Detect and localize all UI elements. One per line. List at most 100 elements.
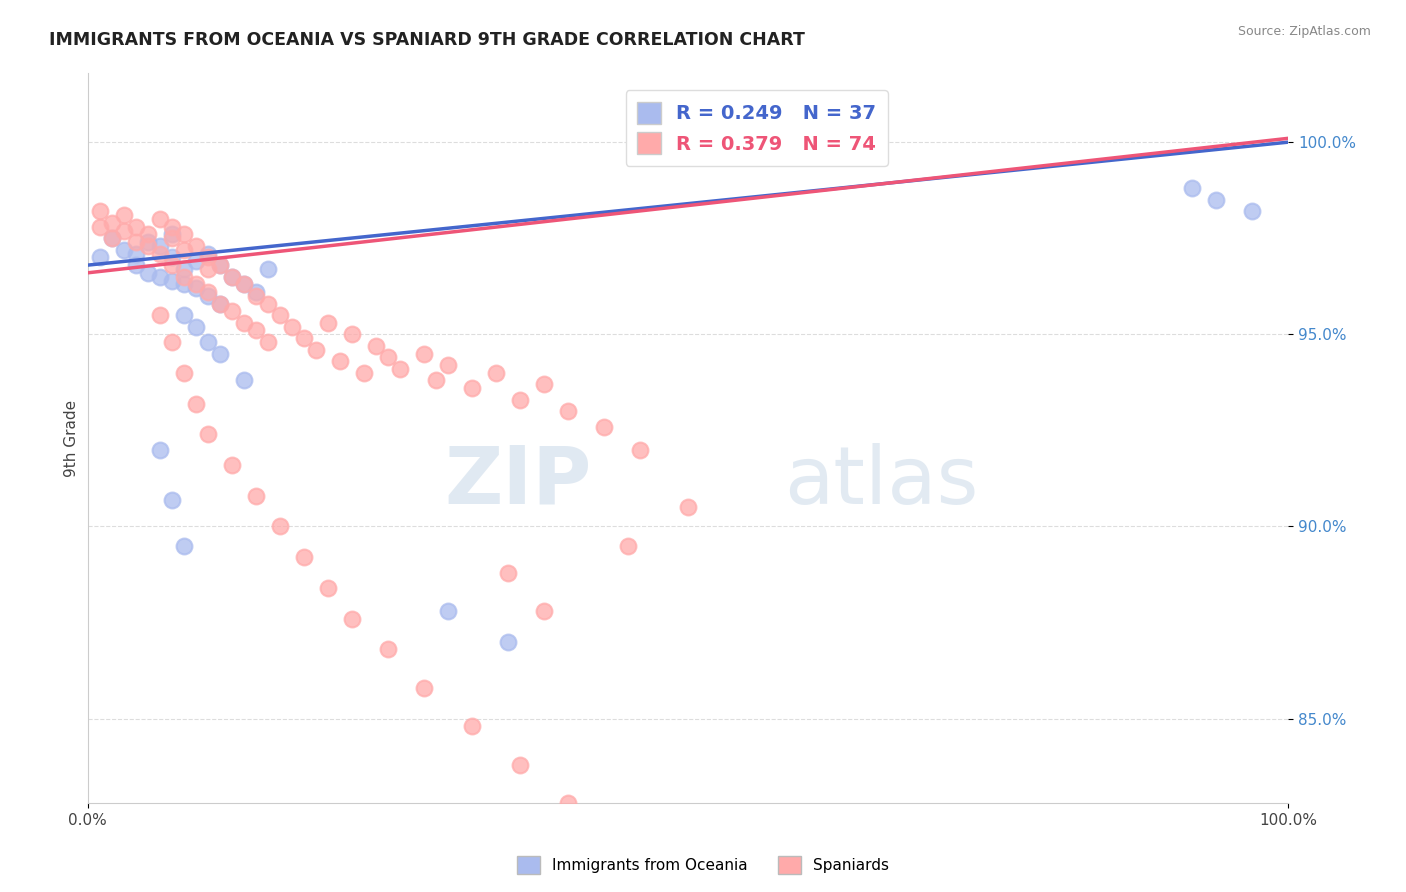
Point — [160, 231, 183, 245]
Point — [340, 612, 363, 626]
Point — [148, 239, 170, 253]
Point — [412, 346, 434, 360]
Point — [412, 681, 434, 695]
Point — [184, 396, 207, 410]
Point — [173, 308, 195, 322]
Point — [292, 331, 315, 345]
Point — [232, 277, 254, 292]
Point — [184, 281, 207, 295]
Point — [112, 208, 135, 222]
Point — [425, 374, 447, 388]
Point — [197, 246, 219, 260]
Point — [436, 604, 458, 618]
Point — [232, 374, 254, 388]
Point — [124, 258, 146, 272]
Point — [292, 550, 315, 565]
Point — [89, 251, 111, 265]
Point — [173, 539, 195, 553]
Point — [173, 269, 195, 284]
Point — [148, 269, 170, 284]
Point — [221, 304, 243, 318]
Point — [184, 254, 207, 268]
Point — [256, 296, 278, 310]
Point — [232, 316, 254, 330]
Point — [208, 258, 231, 272]
Point — [256, 334, 278, 349]
Point — [208, 296, 231, 310]
Point — [461, 381, 484, 395]
Point — [509, 392, 531, 407]
Point — [197, 427, 219, 442]
Point — [173, 262, 195, 277]
Point — [173, 243, 195, 257]
Point — [676, 500, 699, 515]
Point — [340, 327, 363, 342]
Point — [436, 358, 458, 372]
Point — [305, 343, 328, 357]
Point — [316, 316, 339, 330]
Point — [1241, 204, 1264, 219]
Point — [173, 227, 195, 242]
Point — [533, 604, 555, 618]
Point — [280, 319, 302, 334]
Point — [221, 269, 243, 284]
Point — [100, 231, 122, 245]
Point — [148, 212, 170, 227]
Point — [628, 442, 651, 457]
Point — [160, 227, 183, 242]
Point — [124, 235, 146, 249]
Point — [592, 419, 614, 434]
Point — [197, 285, 219, 299]
Point — [208, 346, 231, 360]
Point — [1205, 193, 1227, 207]
Point — [148, 246, 170, 260]
Point — [461, 719, 484, 733]
Point — [136, 266, 159, 280]
Point — [208, 296, 231, 310]
Point — [269, 519, 291, 533]
Point — [388, 362, 411, 376]
Point — [557, 404, 579, 418]
Point — [245, 289, 267, 303]
Point — [160, 334, 183, 349]
Point — [112, 223, 135, 237]
Text: ZIP: ZIP — [444, 443, 592, 521]
Point — [124, 246, 146, 260]
Point — [136, 239, 159, 253]
Point — [617, 539, 640, 553]
Point — [197, 251, 219, 265]
Point — [557, 796, 579, 810]
Point — [232, 277, 254, 292]
Point — [89, 219, 111, 234]
Point — [221, 458, 243, 472]
Point — [245, 489, 267, 503]
Point — [256, 262, 278, 277]
Text: IMMIGRANTS FROM OCEANIA VS SPANIARD 9TH GRADE CORRELATION CHART: IMMIGRANTS FROM OCEANIA VS SPANIARD 9TH … — [49, 31, 806, 49]
Point — [485, 366, 508, 380]
Point — [496, 566, 519, 580]
Point — [184, 319, 207, 334]
Point — [160, 273, 183, 287]
Point — [136, 235, 159, 249]
Point — [377, 351, 399, 365]
Point — [197, 262, 219, 277]
Point — [100, 231, 122, 245]
Point — [269, 308, 291, 322]
Point — [148, 308, 170, 322]
Point — [112, 243, 135, 257]
Point — [533, 377, 555, 392]
Point — [316, 581, 339, 595]
Point — [160, 219, 183, 234]
Y-axis label: 9th Grade: 9th Grade — [65, 400, 79, 476]
Legend: Immigrants from Oceania, Spaniards: Immigrants from Oceania, Spaniards — [510, 850, 896, 880]
Point — [496, 635, 519, 649]
Point — [364, 339, 387, 353]
Point — [208, 258, 231, 272]
Point — [377, 642, 399, 657]
Point — [197, 289, 219, 303]
Point — [245, 285, 267, 299]
Point — [184, 239, 207, 253]
Point — [124, 219, 146, 234]
Point — [89, 204, 111, 219]
Point — [245, 323, 267, 337]
